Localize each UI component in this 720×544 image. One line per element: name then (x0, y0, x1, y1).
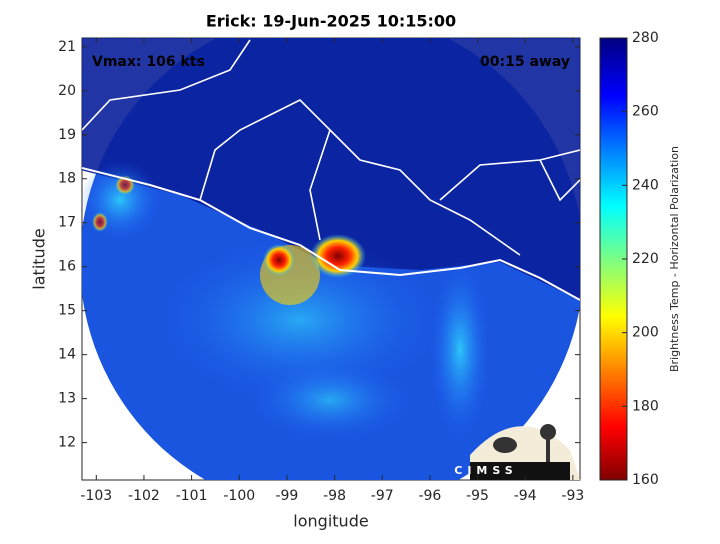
y-tick-label: 19 (58, 127, 76, 143)
x-tick-label: -95 (466, 488, 489, 504)
colorbar-tick-label: 180 (632, 398, 659, 414)
annotation: 00:15 away (480, 54, 570, 70)
y-tick-label: 15 (58, 303, 76, 319)
y-tick-label: 20 (58, 83, 76, 99)
colorbar-label: Brightness Temp - Horizontal Polarizatio… (668, 146, 681, 372)
colorbar-tick-label: 220 (632, 251, 659, 267)
x-tick-label: -94 (514, 488, 537, 504)
y-tick-label: 13 (58, 391, 76, 407)
x-tick-label: -96 (418, 488, 441, 504)
x-tick-label: -103 (80, 488, 112, 504)
x-tick-label: -97 (371, 488, 394, 504)
x-tick-label: -100 (223, 488, 255, 504)
y-tick-label: 12 (58, 435, 76, 451)
satellite-image (82, 38, 580, 480)
y-axis-label: latitude (30, 228, 49, 289)
y-tick-label: 16 (58, 259, 76, 275)
y-tick-label: 18 (58, 171, 76, 187)
logo-text: CIMSS (454, 464, 517, 477)
x-tick-label: -102 (128, 488, 160, 504)
colorbar-tick-label: 280 (632, 30, 659, 46)
chart-title: Erick: 19-Jun-2025 10:15:00 (206, 12, 456, 31)
x-axis-label: longitude (293, 512, 368, 531)
colorbar-tick-label: 240 (632, 177, 659, 193)
x-tick-label: -98 (323, 488, 346, 504)
y-tick-label: 14 (58, 347, 76, 363)
x-tick-label: -93 (561, 488, 584, 504)
y-tick-label: 17 (58, 215, 76, 231)
y-tick-label: 21 (58, 39, 76, 55)
colorbar-tick-label: 160 (632, 472, 659, 488)
x-tick-label: -101 (176, 488, 208, 504)
colorbar-tick-label: 200 (632, 325, 659, 341)
x-tick-label: -99 (275, 488, 298, 504)
annotation: Vmax: 106 kts (92, 54, 205, 70)
colorbar-tick-label: 260 (632, 104, 659, 120)
